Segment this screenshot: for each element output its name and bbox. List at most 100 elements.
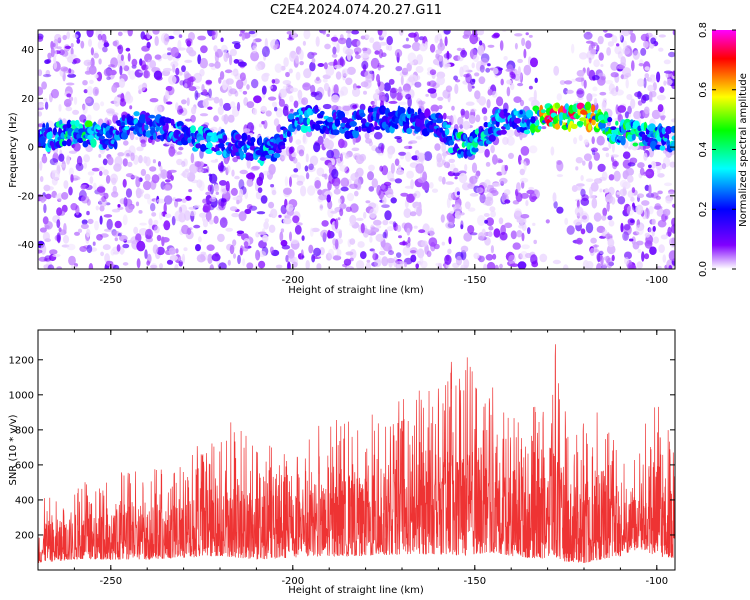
heatmap-cell [185,195,191,201]
heatmap-cell [317,189,323,196]
heatmap-ridge-cell [487,121,492,129]
heatmap-ridge-cell [559,105,564,115]
heatmap-cell [106,218,113,230]
heatmap-cell [486,184,495,193]
heatmap-cell [52,43,56,47]
heatmap-cell [207,106,213,110]
heatmap-cell [200,45,208,54]
heatmap-cell [444,63,451,68]
heatmap-cell [622,170,629,180]
heatmap-cell [438,55,443,62]
heatmap-cell [184,59,193,64]
heatmap-cell [402,44,412,49]
heatmap-cell [43,98,48,102]
spectrogram-frame [37,29,676,270]
heatmap-ridge-cell [153,132,157,140]
heatmap-cell [443,161,451,169]
heatmap-cell [346,51,352,61]
heatmap-cell [620,74,624,80]
heatmap-cell [136,146,144,152]
heatmap-cell [136,258,141,269]
heatmap-cell [56,46,62,50]
heatmap-cell [575,77,585,82]
heatmap-cell [186,97,190,106]
heatmap-cell [490,210,496,218]
heatmap-cell [672,30,675,36]
heatmap-cell [127,30,133,37]
heatmap-ridge-cell [577,120,584,126]
heatmap-cell [370,227,380,233]
heatmap-cell [257,250,267,258]
heatmap-cell [120,54,124,61]
heatmap-cell [181,99,187,105]
heatmap-cell [189,210,197,217]
heatmap-cell [395,88,404,92]
heatmap-cell [43,184,51,192]
heatmap-cell [487,89,493,96]
heatmap-cell [70,43,74,48]
heatmap-cell [438,105,443,110]
heatmap-cell [532,222,536,226]
heatmap-ridge-cell [165,117,173,124]
heatmap-cell [604,188,609,194]
heatmap-ridge-cell [340,122,346,128]
heatmap-cell [354,54,361,60]
heatmap-ridge-cell [579,117,587,122]
heatmap-cell [590,48,597,55]
heatmap-cell [232,156,239,163]
heatmap-cell [75,162,84,172]
heatmap-cell [296,222,303,226]
heatmap-cell [311,52,318,56]
heatmap-cell [70,203,78,211]
heatmap-cell [491,90,498,98]
heatmap-cell [611,35,618,43]
heatmap-cell [617,51,623,59]
heatmap-cell [88,38,92,47]
heatmap-cell [606,47,611,56]
heatmap-cell [47,52,52,59]
heatmap-cell [365,262,371,269]
heatmap-cell [556,93,562,101]
heatmap-cell [487,231,493,238]
heatmap-cell [205,79,213,85]
heatmap-ridge-cell [591,119,596,126]
heatmap-ridge-cell [627,134,632,141]
heatmap-cell [456,47,463,52]
heatmap-cell [607,238,615,248]
heatmap-cell [219,98,224,108]
heatmap-cell [72,34,79,39]
heatmap-cell [652,225,656,232]
heatmap-cell [82,80,88,86]
heatmap-cell [103,68,113,77]
heatmap-cell [453,75,458,81]
heatmap-cell [478,40,483,46]
heatmap-cell [650,37,657,45]
heatmap-cell [552,192,557,203]
heatmap-cell [119,246,125,255]
heatmap-cell [144,249,148,260]
heatmap-cell [628,264,637,269]
heatmap-cell [213,115,219,122]
heatmap-cell [296,180,304,186]
heatmap-cell [144,173,151,182]
heatmap-cell [122,214,128,226]
heatmap-cell [545,219,550,224]
heatmap-cell [103,214,113,218]
heatmap-cell [605,80,614,85]
heatmap-cell [590,237,597,244]
heatmap-cell [360,223,365,234]
heatmap-cell [665,72,671,79]
heatmap-cell [138,210,143,214]
heatmap-cell [270,208,278,219]
heatmap-cell [56,266,62,269]
heatmap-cell [415,163,425,174]
heatmap-ridge-cell [503,108,508,114]
heatmap-cell [405,93,412,100]
heatmap-cell [374,50,380,55]
heatmap-cell [619,30,623,41]
heatmap-cell [404,185,414,189]
heatmap-cell [193,204,201,208]
heatmap-ridge-cell [206,132,215,137]
x-tick-label: -150 [463,275,486,286]
heatmap-cell [571,78,577,83]
